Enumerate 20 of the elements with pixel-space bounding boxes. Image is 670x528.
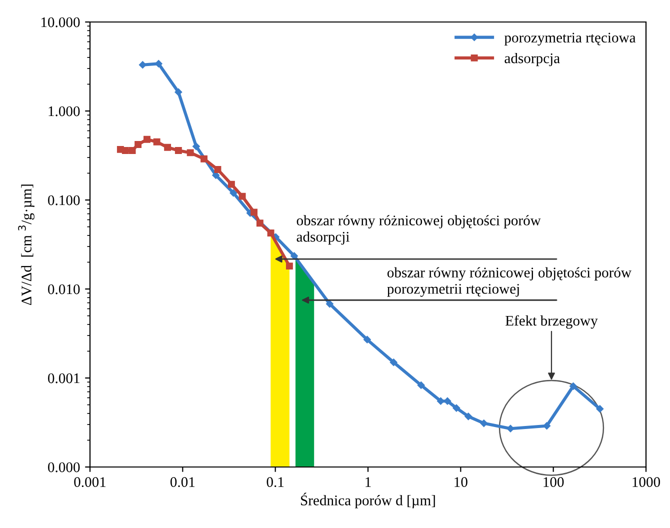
legend-label: adsorpcja (504, 52, 560, 66)
annotation: obszar równy różnicowej objętości porów adsorpcji (296, 215, 541, 245)
x-tick-label: 100 (544, 477, 564, 487)
y-tick-label: 0.001 (48, 373, 80, 384)
x-tick-label: 1000 (632, 477, 660, 487)
x-axis-title: Średnica porów d [µm] (300, 492, 435, 508)
x-tick-label: 1 (366, 477, 371, 487)
x-tick-label: 0.001 (74, 477, 106, 488)
annotation: Efekt brzegowy (506, 315, 598, 329)
y-tick-label: 0.100 (48, 195, 80, 206)
x-tick-label: 10 (454, 477, 468, 487)
y-tick-label: 0.000 (48, 462, 80, 472)
annotation: obszar równy różnicowej objętości porów porozymetrii rtęciowej (387, 267, 632, 297)
y-tick-label: 1.000 (48, 106, 80, 116)
x-tick-label: 0.1 (266, 477, 284, 488)
x-tick-label: 0.01 (170, 477, 195, 488)
legend-label: porozymetria rtęciowa (504, 32, 636, 46)
y-axis-title: ΔV/Δd [cm $^{3}$/g·µm] (18, 184, 34, 306)
y-tick-label: 10.000 (41, 17, 80, 28)
y-tick-label: 0.010 (48, 284, 80, 294)
